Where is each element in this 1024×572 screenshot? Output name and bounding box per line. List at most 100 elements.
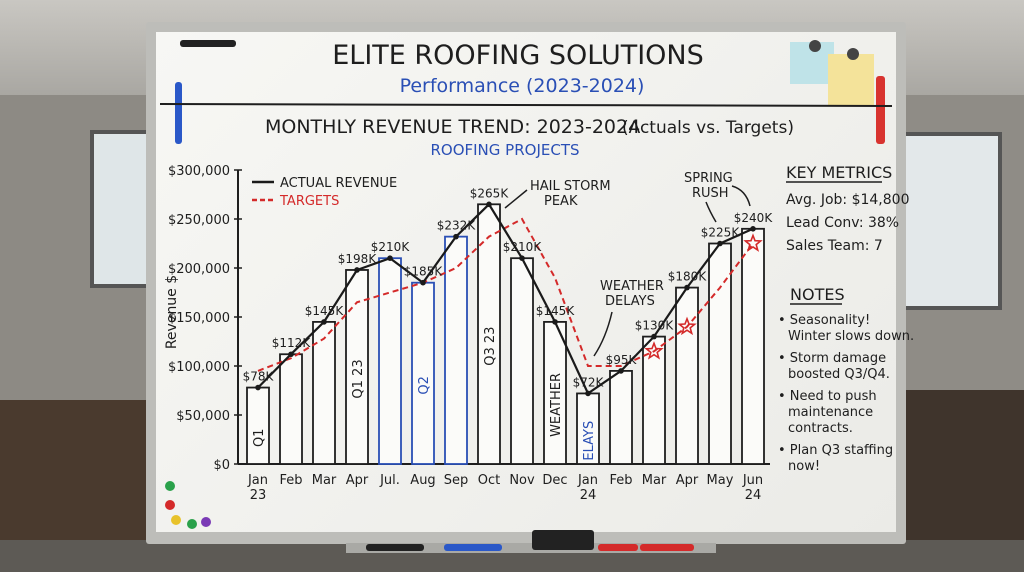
magnet-icon <box>165 500 175 510</box>
data-point <box>552 319 558 325</box>
bar-note: ELAYS <box>582 421 597 461</box>
data-label: $185K <box>404 265 444 279</box>
data-point <box>717 240 723 247</box>
notes-list: • Seasonality!Winter slows down. • Storm … <box>778 313 914 474</box>
data-point <box>519 255 525 261</box>
annotation-peak: PEAK <box>544 194 578 209</box>
board-title: ELITE ROOFING SOLUTIONS <box>332 40 704 71</box>
data-label: $198K <box>338 252 378 266</box>
bar <box>675 286 699 465</box>
chart-subtitle: ROOFING PROJECTS <box>430 141 579 159</box>
red-marker-icon <box>876 76 885 144</box>
bar-notes: Q1 Q1 23 Q2 Q3 23 WEATHER ELAYS <box>252 327 597 461</box>
sticky-note-icon <box>828 54 874 106</box>
annotation-rush: RUSH <box>692 186 729 201</box>
bar-note: Q1 23 <box>351 359 366 398</box>
marker-icon <box>366 544 424 551</box>
x-tick-label: Apr <box>346 473 369 488</box>
data-label: $145K <box>536 304 576 318</box>
data-label: $72K <box>573 375 605 389</box>
eraser-icon <box>532 530 594 550</box>
data-label: $145K <box>305 304 345 318</box>
magnet-icon <box>165 481 175 491</box>
arrow-icon <box>731 185 751 207</box>
notes-panel: NOTES • Seasonality!Winter slows down.• … <box>778 285 914 474</box>
bar <box>411 281 435 465</box>
x-tick-label: Mar <box>642 473 667 488</box>
annotation-spring: SPRING <box>684 171 733 186</box>
y-tick-label: $50,000 <box>176 409 230 424</box>
annotation-weather: WEATHER <box>600 279 664 294</box>
y-tick-label: $0 <box>213 458 230 473</box>
x-tick-label: Jul. <box>379 473 400 488</box>
star-icon <box>677 316 697 336</box>
arrow-icon <box>504 189 528 209</box>
magnet-icon <box>187 519 197 529</box>
star-icon <box>743 233 763 252</box>
magnet-icon <box>847 48 859 60</box>
bar <box>246 386 270 465</box>
y-tick-label: $200,000 <box>168 262 230 277</box>
marker-icon <box>598 544 638 551</box>
x-axis: Jan 23 Feb Mar Apr Jul. Aug Sep Oct Nov Dec Jan 24 Fe… <box>247 473 763 503</box>
note-line: Winter slows down. <box>788 329 914 344</box>
data-points <box>255 201 756 397</box>
marker-icon <box>640 544 694 551</box>
x-tick-label: Dec <box>542 473 567 488</box>
data-label: $210K <box>371 240 411 254</box>
chart-title-note: (Actuals vs. Targets) <box>622 118 794 138</box>
x-tick-label: Nov <box>509 473 535 488</box>
bar <box>444 235 468 465</box>
y-tick-label: $150,000 <box>168 311 230 326</box>
data-point <box>354 267 360 273</box>
annotation-hail-storm: HAIL STORM <box>530 179 611 194</box>
bar-note: WEATHER <box>549 373 564 437</box>
arrow-icon <box>705 201 717 223</box>
data-label: $130K <box>635 319 675 333</box>
x-tick-label: Apr <box>676 473 699 488</box>
chart-annotations: HAIL STORM PEAK WEATHER DELAYS SPRING RU… <box>504 171 751 357</box>
y-axis-label: Revenue $ <box>164 275 180 349</box>
key-metrics-panel: KEY METRICS Avg. Job: $14,800 Lead Conv:… <box>786 163 909 254</box>
data-label: $225K <box>701 226 741 240</box>
whiteboard-decor <box>165 40 885 551</box>
data-label: $232K <box>437 219 477 233</box>
x-tick-label: Jan 23 <box>247 473 268 503</box>
key-metrics-title: KEY METRICS <box>786 163 892 182</box>
magnet-icon <box>171 515 181 525</box>
star-icon <box>644 341 664 360</box>
bar <box>378 257 402 465</box>
data-point <box>651 333 657 340</box>
marker-tray <box>346 543 716 553</box>
arrow-icon <box>593 311 613 357</box>
data-point <box>750 226 756 232</box>
x-tick-label: Mar <box>312 473 337 488</box>
data-label: $78K <box>243 370 275 384</box>
x-tick-label: Feb <box>279 473 302 488</box>
data-point <box>684 284 690 291</box>
bar-note: Q3 23 <box>483 327 498 366</box>
blue-marker-icon <box>175 82 182 144</box>
note-line: • Plan Q3 staffing <box>778 443 893 458</box>
note-line: • Seasonality! <box>778 313 870 328</box>
data-label: $95K <box>606 353 638 367</box>
notes-title: NOTES <box>790 285 845 304</box>
annotation-delays: DELAYS <box>605 294 655 309</box>
note-line: contracts. <box>788 421 853 436</box>
x-tick-label: May <box>707 473 734 488</box>
note-line: now! <box>788 459 820 474</box>
data-point <box>420 279 426 286</box>
chart-title: MONTHLY REVENUE TREND: 2023-2024 <box>265 116 640 138</box>
bar <box>279 353 303 465</box>
key-metric-item: Avg. Job: $14,800 <box>786 192 909 208</box>
x-tick-label: Feb <box>609 473 632 488</box>
marker-icon <box>180 40 236 47</box>
note-line: • Need to push <box>778 389 877 404</box>
x-tick-label: Sep <box>444 473 469 488</box>
data-point <box>255 384 261 391</box>
marker-icon <box>444 544 502 551</box>
bar <box>609 369 633 465</box>
magnet-icon <box>809 40 821 52</box>
y-tick-label: $300,000 <box>168 164 230 179</box>
